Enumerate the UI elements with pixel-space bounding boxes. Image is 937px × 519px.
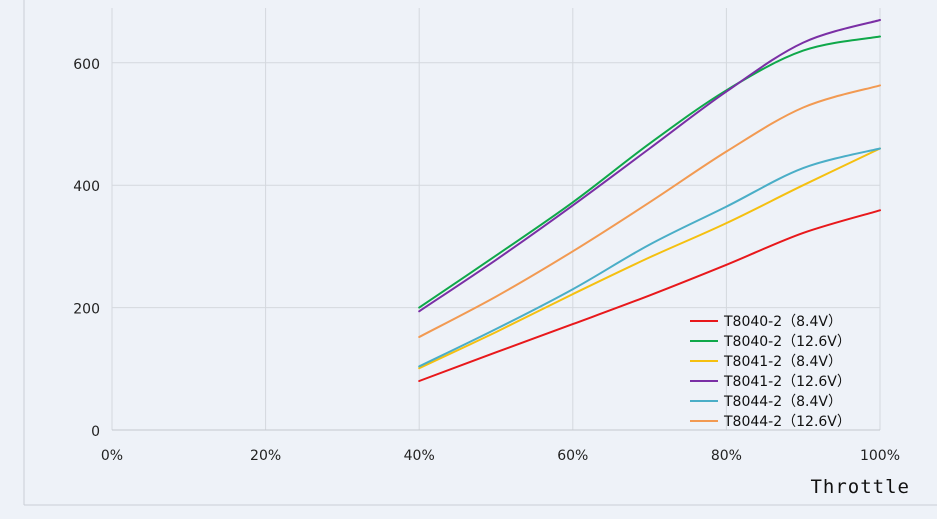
series-lines — [418, 19, 881, 382]
x-tick-label: 100% — [860, 448, 900, 464]
series-line-1 — [418, 209, 881, 382]
legend-label: T8044-2（8.4V） — [723, 394, 842, 410]
y-tick-label: 400 — [73, 179, 100, 195]
series-line-6 — [418, 84, 881, 338]
axis-ticks: 0% 20% 40% 60% 80% 100% 0 200 400 600 — [73, 57, 900, 464]
series-line-5 — [418, 147, 881, 368]
legend: T8040-2（8.4V） T8040-2（12.6V） T8041-2（8.4V）… — [690, 314, 851, 430]
y-tick-label: 200 — [73, 302, 100, 318]
legend-label: T8041-2（12.6V） — [723, 374, 851, 390]
legend-label: T8041-2（8.4V） — [723, 354, 842, 370]
y-tick-label: 0 — [91, 424, 100, 440]
series-line-4 — [418, 19, 881, 313]
x-axis-label: Throttle — [810, 476, 910, 498]
x-tick-label: 20% — [250, 448, 281, 464]
x-tick-label: 60% — [557, 448, 588, 464]
x-tick-label: 0% — [101, 448, 123, 464]
grid — [111, 8, 881, 431]
y-tick-label: 600 — [73, 57, 100, 73]
legend-label: T8044-2（12.6V） — [723, 414, 851, 430]
series-line-2 — [418, 35, 881, 309]
series-line-3 — [418, 147, 881, 370]
x-tick-label: 40% — [404, 448, 435, 464]
legend-label: T8040-2（8.4V） — [723, 314, 842, 330]
legend-label: T8040-2（12.6V） — [723, 334, 851, 350]
x-tick-label: 80% — [711, 448, 742, 464]
